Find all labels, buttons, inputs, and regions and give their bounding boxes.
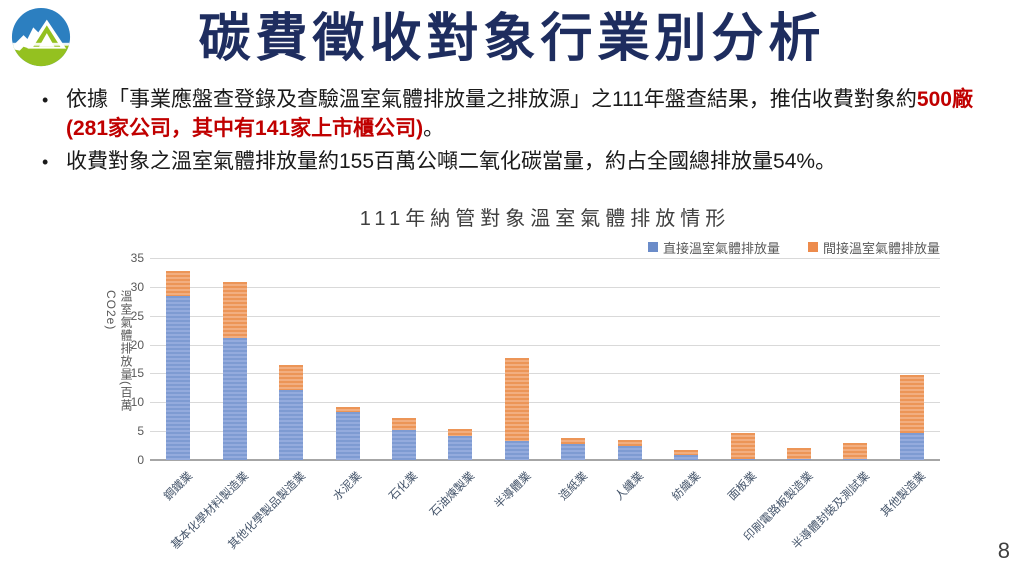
bar-segment-間接溫室氣體排放量 bbox=[730, 432, 755, 459]
x-axis-labels: 鋼鐵業 基本化學材料製造業 其他化學製品製造業 水泥業 石化業 石油煉製業 半導體業 造紙業人… bbox=[150, 468, 940, 572]
x-tick-label: 紡織業 bbox=[669, 470, 703, 504]
x-axis-line bbox=[150, 459, 940, 461]
x-tick-label: 其他製造業 bbox=[879, 470, 929, 520]
bar-造紙業 bbox=[561, 437, 586, 460]
y-tick-label: 0 bbox=[137, 453, 144, 467]
bar-segment-直接溫室氣體排放量 bbox=[617, 445, 642, 460]
y-tick-label: 25 bbox=[130, 308, 144, 323]
bar-segment-直接溫室氣體排放量 bbox=[899, 432, 924, 460]
bar-segment-直接溫室氣體排放量 bbox=[222, 338, 247, 460]
bar-segment-間接溫室氣體排放量 bbox=[335, 406, 360, 412]
bar-segment-直接溫室氣體排放量 bbox=[674, 454, 699, 460]
bar-紡織業 bbox=[674, 450, 699, 460]
gridline bbox=[150, 258, 940, 259]
bar-半導體封裝及測試業 bbox=[843, 443, 868, 460]
y-tick-label: 30 bbox=[130, 279, 144, 294]
bar-segment-間接溫室氣體排放量 bbox=[561, 437, 586, 445]
y-axis-label: 溫室氣體排放量(百萬CO2e) bbox=[104, 290, 133, 412]
x-tick-label: 半導體業 bbox=[492, 470, 534, 512]
bullet-marker: • bbox=[42, 151, 49, 172]
environment-agency-logo bbox=[11, 7, 71, 67]
bar-segment-間接溫室氣體排放量 bbox=[166, 271, 191, 297]
y-axis-ticks: 0 5 10 15 20 25 30 35 bbox=[116, 251, 144, 467]
x-tick-label: 水泥業 bbox=[331, 470, 365, 504]
bullet-1-suffix: 。 bbox=[423, 116, 445, 140]
bar-石油煉製業 bbox=[448, 428, 473, 460]
bullet-item-2: • 收費對象之溫室氣體排放量約155百萬公噸二氧化碳當量，約占全國總排放量54%… bbox=[42, 148, 992, 177]
page-number: 8 bbox=[997, 538, 1010, 563]
bullet-text-2: 收費對象之溫室氣體排放量約155百萬公噸二氧化碳當量，約占全國總排放量54%。 bbox=[66, 149, 837, 173]
bar-segment-間接溫室氣體排放量 bbox=[222, 282, 247, 339]
bullet-text-1: 依據「事業應盤查登錄及查驗溫室氣體排放量之排放源」之111年盤查結果，推估收費對… bbox=[66, 86, 992, 144]
bar-面板業 bbox=[730, 432, 755, 460]
bullet-list: • 依據「事業應盤查登錄及查驗溫室氣體排放量之排放源」之111年盤查結果，推估收… bbox=[42, 86, 992, 181]
bar-segment-直接溫室氣體排放量 bbox=[166, 296, 191, 460]
bar-segment-間接溫室氣體排放量 bbox=[617, 440, 642, 446]
bar-人纖業 bbox=[617, 440, 642, 460]
bar-石化業 bbox=[391, 417, 416, 460]
plot-area bbox=[150, 258, 940, 461]
bar-基本化學材料製造業 bbox=[222, 282, 247, 460]
bullet-marker: • bbox=[42, 90, 49, 110]
bar-segment-直接溫室氣體排放量 bbox=[504, 440, 529, 460]
bar-segment-直接溫室氣體排放量 bbox=[335, 411, 360, 460]
gridline bbox=[150, 373, 940, 375]
bar-segment-間接溫室氣體排放量 bbox=[504, 357, 529, 441]
bar-水泥業 bbox=[335, 406, 360, 460]
bar-segment-間接溫室氣體排放量 bbox=[899, 374, 924, 433]
x-tick-label: 面板業 bbox=[726, 470, 760, 504]
bar-segment-直接溫室氣體排放量 bbox=[391, 430, 416, 460]
bar-segment-間接溫室氣體排放量 bbox=[786, 447, 811, 460]
bullet-1-highlight: 500廠(281家公司，其中有141家上市櫃公司) bbox=[66, 88, 973, 140]
gridline bbox=[150, 344, 940, 346]
legend-label-indirect: 間接溫室氣體排放量 bbox=[822, 240, 940, 256]
bar-segment-間接溫室氣體排放量 bbox=[674, 450, 699, 455]
bar-其他化學製品製造業 bbox=[279, 365, 304, 460]
bar-segment-直接溫室氣體排放量 bbox=[448, 435, 473, 460]
y-tick-label: 20 bbox=[130, 337, 144, 352]
bar-segment-直接溫室氣體排放量 bbox=[786, 459, 811, 460]
bullet-item-1: • 依據「事業應盤查登錄及查驗溫室氣體排放量之排放源」之111年盤查結果，推估收… bbox=[42, 86, 992, 144]
x-tick-label: 石油煉製業 bbox=[427, 470, 477, 520]
x-tick-label: 人纖業 bbox=[613, 470, 647, 504]
bar-segment-間接溫室氣體排放量 bbox=[448, 428, 473, 436]
legend-swatch-direct-icon bbox=[647, 242, 658, 252]
bar-其他製造業 bbox=[899, 374, 924, 460]
legend-swatch-indirect-icon bbox=[807, 242, 818, 252]
gridline bbox=[150, 431, 940, 433]
x-tick-label: 造紙業 bbox=[556, 470, 590, 504]
bullet-1-prefix: 依據「事業應盤查登錄及查驗溫室氣體排放量之排放源」之111年盤查結果，推估收費對… bbox=[66, 88, 917, 111]
bar-segment-間接溫室氣體排放量 bbox=[391, 417, 416, 430]
chart-title: 111年納管對象溫室氣體排放情形 bbox=[359, 208, 731, 230]
legend-label-direct: 直接溫室氣體排放量 bbox=[662, 240, 780, 256]
y-tick-label: 15 bbox=[130, 366, 144, 381]
chart-legend: 直接溫室氣體排放量 間接溫室氣體排放量 bbox=[150, 238, 940, 256]
bar-segment-直接溫室氣體排放量 bbox=[843, 458, 868, 460]
bar-segment-間接溫室氣體排放量 bbox=[843, 443, 868, 459]
bar-印刷電路板製造業 bbox=[786, 447, 811, 460]
gridline bbox=[150, 315, 940, 317]
legend-item-indirect: 間接溫室氣體排放量 bbox=[807, 238, 940, 257]
bar-半導體業 bbox=[504, 357, 529, 460]
gridline bbox=[150, 286, 940, 288]
bar-segment-直接溫室氣體排放量 bbox=[561, 444, 586, 460]
bar-segment-間接溫室氣體排放量 bbox=[279, 365, 304, 390]
bar-segment-直接溫室氣體排放量 bbox=[730, 458, 755, 460]
page-title: 碳費徵收對象行業別分析 bbox=[198, 10, 826, 68]
bar-segment-直接溫室氣體排放量 bbox=[279, 389, 304, 460]
legend-item-direct: 直接溫室氣體排放量 bbox=[647, 238, 780, 257]
x-tick-label: 鋼鐵業 bbox=[161, 470, 195, 504]
y-tick-label: 5 bbox=[137, 424, 144, 439]
x-tick-label: 石化業 bbox=[387, 470, 421, 504]
y-tick-label: 10 bbox=[130, 395, 144, 410]
bar-鋼鐵業 bbox=[166, 271, 191, 460]
gridline bbox=[150, 402, 940, 404]
y-tick-label: 35 bbox=[130, 251, 144, 265]
